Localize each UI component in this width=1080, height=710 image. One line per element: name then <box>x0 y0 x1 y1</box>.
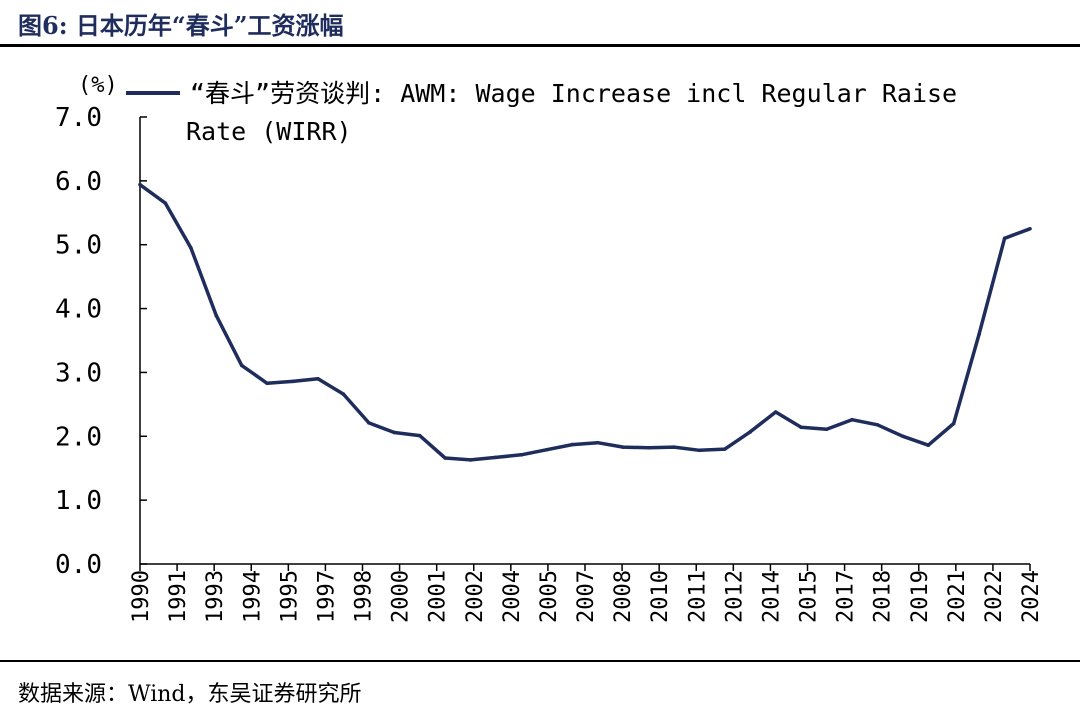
x-tick-label: 2021 <box>945 570 970 623</box>
x-tick-label: 2018 <box>871 570 896 623</box>
data-point <box>595 440 600 445</box>
legend-label: “春斗”劳资谈判: AWM: Wage Increase incl Regula… <box>190 79 957 108</box>
data-point <box>1002 236 1007 241</box>
data-point <box>570 442 575 447</box>
series-points <box>138 182 1032 462</box>
series-line-wirr <box>138 183 1031 462</box>
y-tick-labels: 0.0 1.0 2.0 3.0 4.0 5.0 6.0 7.0 <box>55 103 102 580</box>
x-tick-label: 2002 <box>463 570 488 623</box>
x-tick-label: 2008 <box>611 570 636 623</box>
data-point <box>850 417 854 422</box>
line-chart: 0.01.02.03.04.05.06.07.0 1990 1991 1993 199… <box>55 73 1044 623</box>
data-point <box>773 410 778 414</box>
data-point <box>138 182 142 187</box>
x-tick-label: 2010 <box>648 570 673 623</box>
data-point <box>417 433 422 438</box>
figure-title: 图6: 日本历年“春斗”工资涨幅 <box>18 11 344 40</box>
data-point <box>341 392 346 396</box>
footer-rule <box>0 660 1080 662</box>
data-point <box>392 430 397 435</box>
x-tick-labels: 1990 1991 1993 1994 1995 1997 1998 2000 2001 2002… <box>129 570 1044 623</box>
data-point <box>672 445 676 449</box>
data-point <box>214 313 219 318</box>
source-note: 数据来源：Wind，东吴证券研究所 <box>18 682 362 707</box>
x-tick-label: 2022 <box>982 570 1007 623</box>
x-tick-label: 1995 <box>277 570 302 623</box>
y-axis-unit-label: (%) <box>78 73 118 98</box>
y-tick-label: 4.0 <box>55 295 102 325</box>
data-point <box>443 456 447 460</box>
x-tick-label: 2024 <box>1019 570 1044 623</box>
x-tick-label: 2001 <box>426 570 451 623</box>
y-tick-label: 0.0 <box>55 550 102 580</box>
x-tick-label: 2017 <box>834 570 859 623</box>
y-tick-label: 2.0 <box>55 422 102 452</box>
data-point <box>621 445 625 449</box>
data-point <box>519 453 524 457</box>
data-point <box>1028 226 1032 231</box>
data-point <box>468 458 473 462</box>
data-point <box>265 381 269 386</box>
data-point <box>723 447 727 451</box>
data-point <box>239 363 244 368</box>
data-point <box>926 443 931 448</box>
x-tick-label: 2005 <box>537 570 562 623</box>
data-point <box>290 379 295 384</box>
x-tick-label: 1994 <box>240 570 265 623</box>
data-point <box>697 448 702 453</box>
x-tick-label: 2004 <box>500 570 525 623</box>
data-point <box>824 427 829 432</box>
title-rule <box>0 44 1080 47</box>
x-tick-label: 1990 <box>129 570 154 623</box>
y-tick-label: 1.0 <box>55 486 102 516</box>
x-tick-label: 1997 <box>314 570 339 623</box>
x-tick-label: 2015 <box>797 570 822 623</box>
data-point <box>494 455 498 460</box>
x-tick-label: 1998 <box>352 570 377 623</box>
x-tick-label: 2019 <box>908 570 933 623</box>
y-tick-label: 7.0 <box>55 103 102 133</box>
data-point <box>977 332 981 336</box>
data-point <box>901 434 905 439</box>
x-tick-label: 2014 <box>759 570 784 623</box>
x-tick-label: 2007 <box>574 570 599 623</box>
data-point <box>875 422 880 427</box>
y-tick-label: 5.0 <box>55 231 102 261</box>
data-point <box>799 425 803 430</box>
x-tick-label: 2000 <box>389 570 414 623</box>
data-point <box>951 421 956 426</box>
x-tick-label: 1993 <box>203 570 228 623</box>
data-point <box>646 445 651 450</box>
data-point <box>163 201 168 206</box>
x-tick-label: 1991 <box>166 570 191 623</box>
data-point <box>316 377 320 381</box>
data-point <box>189 246 193 250</box>
axes <box>139 116 1031 571</box>
y-tick-label: 3.0 <box>55 358 102 388</box>
x-tick-label: 2011 <box>685 570 710 623</box>
legend-label-continued: Rate (WIRR) <box>186 117 352 146</box>
data-point <box>367 421 371 425</box>
data-point <box>545 447 549 452</box>
x-tick-label: 2012 <box>722 570 747 623</box>
y-tick-label: 6.0 <box>55 167 102 197</box>
data-point <box>748 430 753 434</box>
